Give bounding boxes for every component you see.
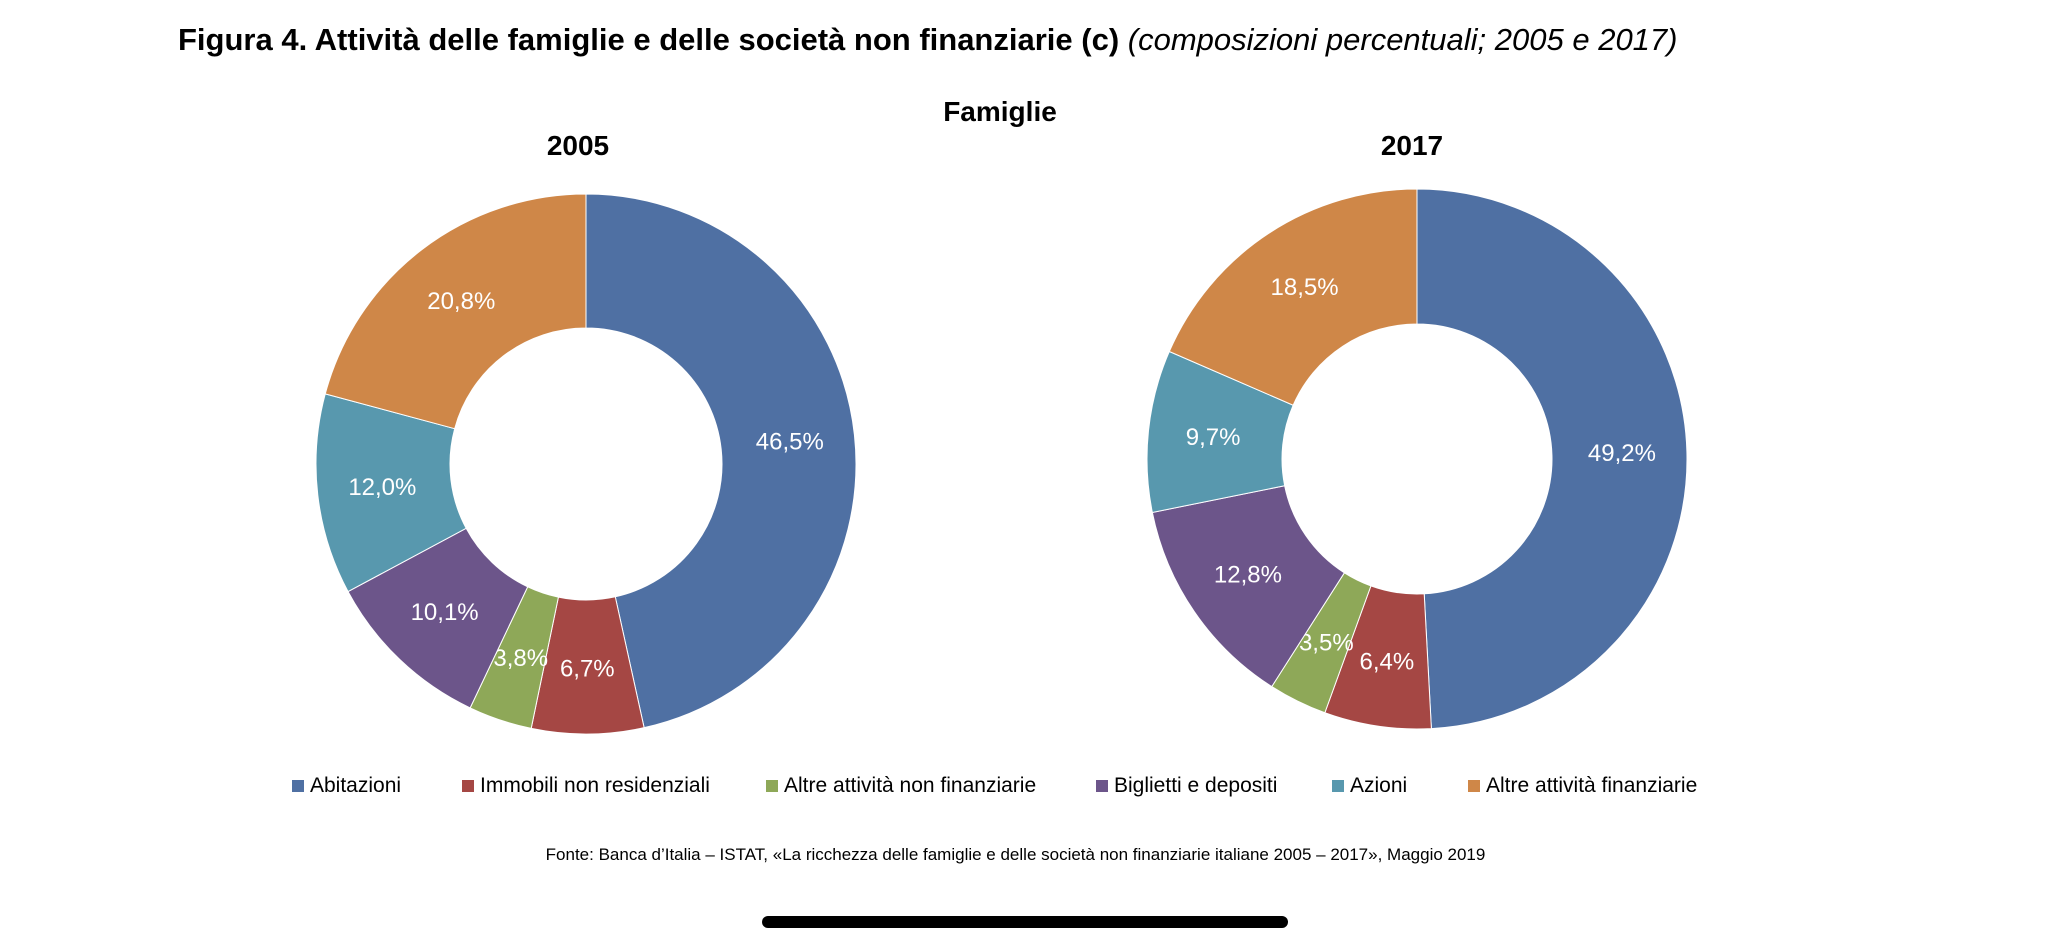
data-label-altre-attivita-finanziarie-2017: 18,5%: [1271, 274, 1339, 301]
data-label-biglietti-e-depositi-2017: 12,8%: [1214, 561, 1282, 588]
slice-altre-attivita-finanziarie-2005: [324, 193, 587, 430]
legend-item-azioni: Azioni: [1332, 774, 1407, 798]
legend-label: Altre attività finanziarie: [1486, 774, 1698, 797]
legend-item-abitazioni: Abitazioni: [292, 774, 401, 798]
source-note: Fonte: Banca d’Italia – ISTAT, «La ricch…: [545, 845, 1486, 864]
legend-swatch: [766, 780, 778, 792]
slice-altre-attivita-finanziarie-2017: [1168, 188, 1418, 406]
legend-label: Immobili non residenziali: [480, 774, 710, 797]
legend-label: Altre attività non finanziarie: [784, 774, 1037, 797]
legend-label: Abitazioni: [310, 774, 402, 797]
legend-item-altre-attivita-finanziarie: Altre attività finanziarie: [1468, 774, 1697, 798]
data-label-azioni-2017: 9,7%: [1186, 424, 1241, 451]
figure-title: Figura 4. Attività delle famiglie e dell…: [178, 20, 1678, 60]
legend-swatch: [462, 780, 474, 792]
data-label-biglietti-e-depositi-2005: 10,1%: [411, 599, 479, 626]
figure-title-main: Figura 4. Attività delle famiglie e dell…: [178, 22, 1120, 57]
data-label-immobili-non-residenziali-2005: 6,7%: [560, 655, 615, 682]
data-label-abitazioni-2017: 49,2%: [1588, 440, 1656, 467]
legend-swatch: [1332, 780, 1344, 792]
chart-title-2005: 2005: [546, 130, 610, 161]
legend-swatch: [1468, 780, 1480, 792]
legend-label: Azioni: [1350, 774, 1408, 797]
data-label-altre-attivita-non-finanziarie-2017: 3,5%: [1299, 629, 1354, 656]
chart-title-2017: 2017: [1380, 130, 1444, 161]
data-label-azioni-2005: 12,0%: [348, 474, 416, 501]
figure-title-subtitle: (composizioni percentuali; 2005 e 2017): [1127, 22, 1678, 57]
slice-abitazioni-2005: [585, 193, 857, 729]
group-title: Famiglie: [943, 96, 1057, 127]
data-label-altre-attivita-finanziarie-2005: 20,8%: [427, 288, 495, 315]
legend-item-immobili-non-residenziali: Immobili non residenziali: [462, 774, 710, 798]
legend-item-biglietti-e-depositi: Biglietti e depositi: [1096, 774, 1277, 798]
legend-swatch: [292, 780, 304, 792]
data-label-altre-attivita-non-finanziarie-2005: 3,8%: [493, 645, 548, 672]
donut-chart-2017: 49,2% 6,4%3,5% 12,8% 9,7% 18,5%: [1146, 188, 1688, 730]
legend-swatch: [1096, 780, 1108, 792]
legend-item-altre-attivita-non-finanziarie: Altre attività non finanziarie: [766, 774, 1036, 798]
data-label-immobili-non-residenziali-2017: 6,4%: [1360, 648, 1415, 675]
data-label-abitazioni-2005: 46,5%: [756, 428, 824, 455]
legend-label: Biglietti e depositi: [1114, 774, 1278, 797]
donut-chart-2005: 46,5% 6,7% 3,8% 10,1% 12,0% 20,8%: [315, 193, 857, 735]
home-indicator[interactable]: [762, 916, 1288, 928]
slice-abitazioni-2017: [1416, 188, 1688, 730]
